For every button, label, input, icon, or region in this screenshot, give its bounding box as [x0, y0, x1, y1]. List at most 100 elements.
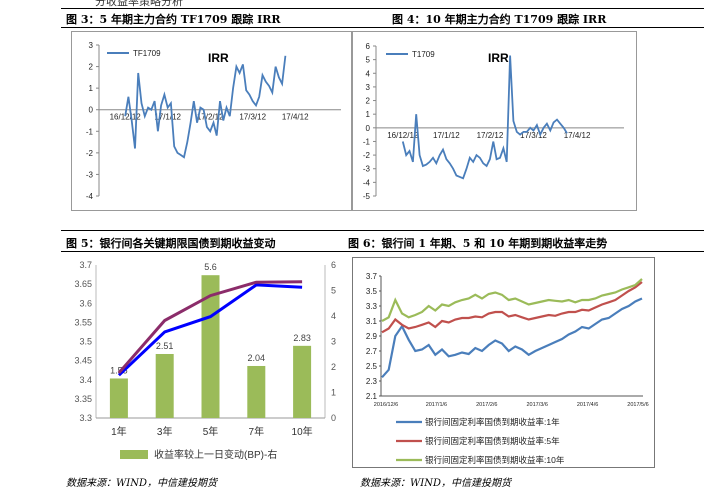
- right-tick-label: 0: [331, 413, 336, 423]
- y-tick-label: 2.3: [366, 377, 378, 386]
- yield-line-1: [117, 280, 303, 374]
- y-tick-label: -4: [363, 178, 371, 187]
- legend-label: 银行间固定利率国债到期收益率:5年: [425, 436, 560, 446]
- y-tick-label: 1: [89, 84, 94, 93]
- x-category-label: 10年: [292, 425, 313, 438]
- yield-line-2: [381, 278, 643, 322]
- x-tick-label: 2017/1/6: [426, 402, 447, 408]
- fig6-caption: 图 6：银行间 1 年期、5 和 10 年期到期收益率走势: [348, 237, 608, 250]
- y-tick-label: 0: [89, 106, 94, 115]
- left-tick-label: 3.5: [79, 337, 92, 347]
- y-tick-label: 3.7: [366, 272, 378, 281]
- bar-value-label: 2.04: [248, 353, 266, 363]
- x-tick-label: 16/12/12: [110, 113, 142, 122]
- bar-3年: [155, 353, 174, 418]
- bar-1年: [109, 378, 128, 418]
- x-tick-label: 2016/12/6: [374, 402, 398, 408]
- x-tick-label: 2017/5/6: [627, 402, 648, 408]
- legend-label: 银行间固定利率国债到期收益率:10年: [425, 455, 565, 465]
- x-category-label: 3年: [157, 425, 173, 438]
- fig3-chart: 3 2 1 0 -1 -2 -3 -4 16/12/12 17/1/12 17/2/12 17/3/1…: [71, 31, 352, 211]
- source-right: 数据来源：WIND，中信建投期货: [360, 478, 511, 489]
- yield-line-0: [381, 297, 643, 379]
- yield-line-0: [117, 283, 303, 377]
- y-tick-label: 3.3: [366, 302, 378, 311]
- y-tick-label: -3: [86, 170, 94, 179]
- right-tick-label: 6: [331, 260, 336, 270]
- fig4-caption: 图 4：10 年期主力合约 T1709 跟踪 IRR: [392, 13, 607, 26]
- y-tick-label: 1: [366, 110, 371, 119]
- caption-rule-mid: [61, 230, 704, 231]
- bar-10年: [293, 345, 312, 418]
- left-tick-label: 3.3: [79, 413, 92, 423]
- x-tick-label: 2017/2/6: [476, 402, 497, 408]
- y-tick-label: 2: [89, 63, 94, 72]
- bar-value-label: 2.51: [156, 341, 174, 351]
- bar-value-label: 1.55: [110, 365, 128, 375]
- x-category-label: 1年: [111, 425, 127, 438]
- x-tick-label: 2017/3/6: [526, 402, 547, 408]
- fig3-caption: 图 3：5 年期主力合约 TF1709 跟踪 IRR: [66, 13, 281, 26]
- caption-rule-top-under: [61, 27, 704, 28]
- legend-label: 银行间固定利率国债到期收益率:1年: [425, 417, 560, 427]
- legend-label: T1709: [412, 50, 435, 59]
- y-tick-label: 2.7: [366, 347, 378, 356]
- caption-rule-mid-under: [61, 251, 704, 252]
- right-tick-label: 3: [331, 337, 336, 347]
- left-tick-label: 3.55: [74, 317, 92, 327]
- fig4-chart: 6 5 4 3 2 1 0 -1 -2 -3 -4 -5 16/12/12 17/1/12 17/2/12 1…: [352, 31, 637, 211]
- right-tick-label: 1: [331, 388, 336, 398]
- left-tick-label: 3.6: [79, 298, 92, 308]
- y-tick-label: -1: [363, 137, 371, 146]
- right-tick-label: 4: [331, 311, 336, 321]
- caption-rule-top: [61, 8, 704, 9]
- bar-value-label: 5.6: [204, 262, 217, 272]
- y-tick-label: 2.9: [366, 332, 378, 341]
- chart-frame: [71, 31, 352, 211]
- y-tick-label: -5: [363, 192, 371, 201]
- x-tick-label: 17/2/12: [477, 131, 504, 140]
- left-tick-label: 3.45: [74, 356, 92, 366]
- y-tick-label: 2.5: [366, 362, 378, 371]
- y-tick-label: 5: [366, 56, 371, 65]
- bar-value-label: 2.83: [293, 333, 311, 343]
- left-tick-label: 3.4: [79, 375, 92, 385]
- right-tick-label: 5: [331, 286, 336, 296]
- left-tick-label: 3.65: [74, 279, 92, 289]
- left-tick-label: 3.35: [74, 394, 92, 404]
- y-tick-label: 4: [366, 69, 371, 78]
- x-tick-label: 2017/4/6: [577, 402, 598, 408]
- x-tick-label: 17/3/12: [520, 131, 547, 140]
- x-tick-label: 16/12/12: [387, 131, 419, 140]
- x-tick-label: 17/4/12: [282, 113, 309, 122]
- x-category-label: 7年: [249, 425, 265, 438]
- y-tick-label: 3.1: [366, 317, 378, 326]
- y-tick-label: 3.5: [366, 287, 378, 296]
- y-tick-label: -2: [86, 149, 94, 158]
- series-line-T1709: [401, 55, 568, 180]
- y-tick-label: 3: [89, 41, 94, 50]
- legend-swatch: [120, 450, 148, 459]
- y-tick-label: 6: [366, 42, 371, 51]
- y-tick-label: -2: [363, 151, 371, 160]
- y-tick-label: -4: [86, 192, 94, 201]
- fig5-chart: 3.7 3.65 3.6 3.55 3.5 3.45 3.4 3.35 3.3 6 5 4 3 2 1 0 1.…: [74, 260, 336, 461]
- source-left: 数据来源：WIND，中信建投期货: [66, 478, 217, 489]
- y-tick-label: 2.1: [366, 392, 378, 401]
- legend-label: 收益率较上一日变动(BP)-右: [154, 448, 277, 461]
- right-tick-label: 2: [331, 362, 336, 372]
- bar-5年: [201, 275, 220, 418]
- irr-annotation: IRR: [208, 51, 229, 65]
- fig5-caption: 图 5：银行间各关键期限国债到期收益变动: [66, 237, 276, 250]
- bar-7年: [247, 365, 266, 418]
- x-category-label: 5年: [203, 425, 219, 438]
- series-line-TF1709: [124, 55, 287, 159]
- x-tick-label: 17/4/12: [564, 131, 591, 140]
- legend-label: TF1709: [133, 49, 161, 58]
- chart-frame: [352, 31, 637, 211]
- chart-frame: [352, 257, 655, 468]
- y-tick-label: -1: [86, 127, 94, 136]
- y-tick-label: 3: [366, 83, 371, 92]
- y-tick-label: 0: [366, 124, 371, 133]
- cut-off-heading: 分收益率策略分析: [95, 0, 183, 8]
